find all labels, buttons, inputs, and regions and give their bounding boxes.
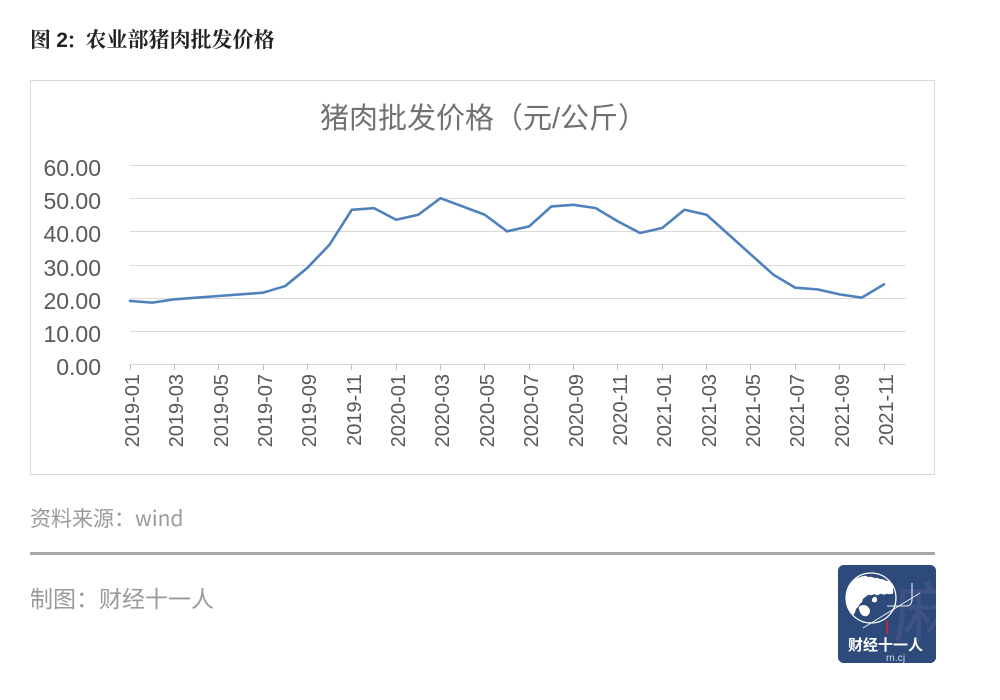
svg-text:m.cj: m.cj [886, 652, 905, 663]
